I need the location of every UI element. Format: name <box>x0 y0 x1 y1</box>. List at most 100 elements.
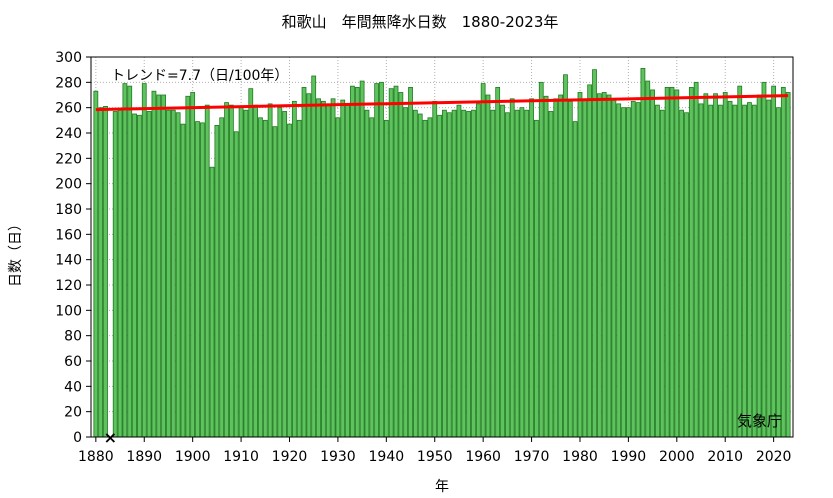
y-tick-label: 240 <box>55 126 82 142</box>
x-tick-label: 2010 <box>707 449 743 465</box>
bar <box>466 111 472 438</box>
bar <box>398 92 404 438</box>
bar <box>141 83 147 438</box>
bar <box>635 102 641 438</box>
x-tick-label: 1980 <box>562 449 598 465</box>
x-tick-label: 1880 <box>78 449 114 465</box>
bar <box>713 93 718 438</box>
bar <box>630 100 636 438</box>
bar <box>471 109 476 438</box>
bar <box>258 117 263 438</box>
bar <box>156 94 162 438</box>
bar <box>238 107 244 438</box>
bar <box>664 87 670 438</box>
bar <box>451 109 457 438</box>
bar <box>572 121 578 438</box>
bar <box>243 109 249 438</box>
bar <box>180 123 186 438</box>
bar <box>325 103 331 438</box>
bar <box>98 107 104 438</box>
bar <box>437 114 442 438</box>
bar <box>674 89 680 438</box>
bar <box>359 80 365 438</box>
bar <box>354 87 360 438</box>
bar <box>785 92 791 438</box>
bar <box>761 81 767 438</box>
bar <box>127 85 133 438</box>
bar <box>684 112 689 438</box>
bar <box>601 92 607 438</box>
bar <box>780 87 786 438</box>
bar <box>185 95 191 438</box>
y-tick-label: 280 <box>55 75 82 91</box>
y-tick-label: 60 <box>64 354 82 370</box>
bar <box>291 100 297 438</box>
bar <box>616 103 622 438</box>
x-tick-label: 2020 <box>756 449 792 465</box>
bar <box>495 87 501 438</box>
bar <box>112 111 118 438</box>
bar <box>446 112 452 438</box>
y-tick-label: 120 <box>55 278 82 294</box>
bar <box>567 100 573 438</box>
bar <box>306 93 312 438</box>
bar <box>374 83 380 438</box>
bar <box>146 111 152 438</box>
bar <box>335 117 341 438</box>
bar <box>504 112 510 438</box>
bar <box>732 104 738 438</box>
y-tick-label: 180 <box>55 202 82 218</box>
bar <box>490 109 496 438</box>
x-tick-label: 1900 <box>175 449 211 465</box>
bar <box>611 98 617 438</box>
bar <box>388 88 394 438</box>
bar <box>432 100 438 438</box>
bar <box>403 107 409 438</box>
bar <box>587 84 593 438</box>
bar <box>393 85 399 438</box>
y-tick-label: 80 <box>64 329 82 345</box>
bar <box>204 104 210 438</box>
bar <box>538 81 544 438</box>
chart-title: 和歌山 年間無降水日数 1880-2023年 <box>282 13 559 31</box>
x-tick-label: 1960 <box>465 449 501 465</box>
bar <box>272 126 278 438</box>
bar <box>175 112 181 438</box>
bar <box>693 81 699 438</box>
bar <box>209 166 215 438</box>
bar <box>524 109 530 438</box>
bar <box>122 83 128 438</box>
bar <box>519 107 525 438</box>
bar <box>509 98 515 438</box>
bar <box>771 85 777 438</box>
bar <box>311 75 317 438</box>
bar <box>751 104 757 438</box>
bar <box>669 87 675 438</box>
bar <box>132 113 137 438</box>
bar <box>688 87 694 438</box>
bar <box>383 119 389 438</box>
bar-series <box>93 68 791 438</box>
bar <box>708 104 714 438</box>
bar <box>267 103 273 438</box>
y-tick-label: 300 <box>55 50 82 66</box>
y-tick-label: 0 <box>73 430 82 446</box>
bar <box>408 87 413 438</box>
x-tick-label: 1940 <box>369 449 405 465</box>
bar <box>621 107 626 438</box>
bar <box>553 98 559 438</box>
bar <box>93 90 99 438</box>
bar <box>350 85 355 438</box>
credit-label: 気象庁 <box>737 412 782 430</box>
y-axis: 0 20 40 60 80 100 120 140 160 180 200 220 240 260 280 3… <box>55 50 91 446</box>
bar <box>137 114 142 438</box>
bar <box>330 98 336 438</box>
x-tick-label: 1910 <box>223 449 259 465</box>
bar <box>233 131 239 438</box>
bar <box>364 109 370 438</box>
bar <box>577 92 583 438</box>
bar <box>655 104 660 438</box>
bar <box>151 90 157 438</box>
bar <box>529 98 534 438</box>
trend-annotation: トレンド=7.7（日/100年） <box>111 68 288 84</box>
